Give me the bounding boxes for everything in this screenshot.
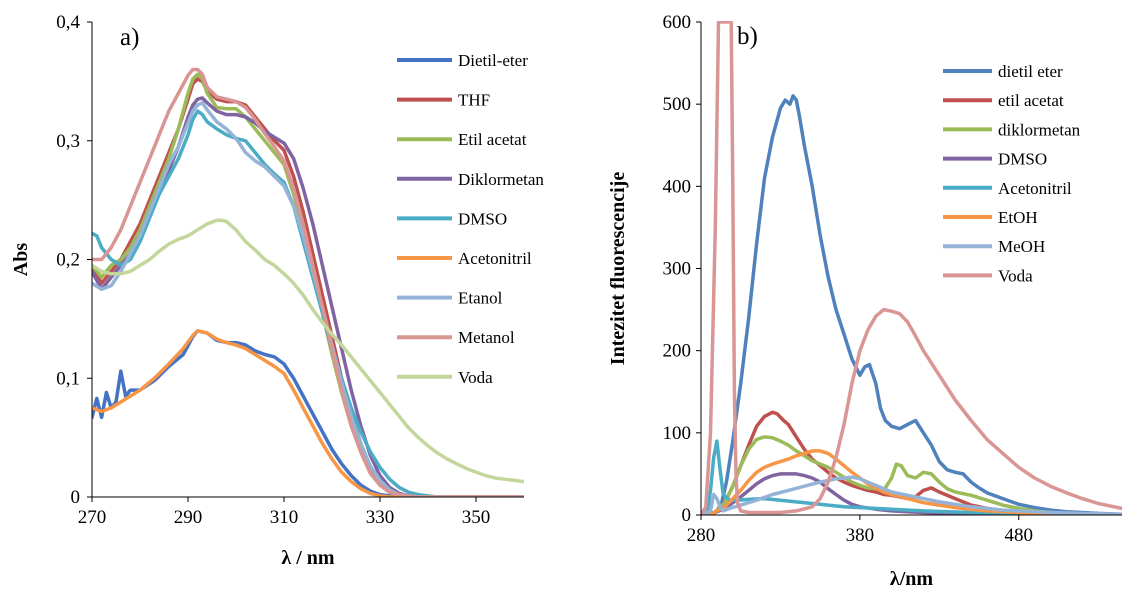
y-tick-label: 200 [663,341,692,362]
series-line-acetonitril [92,329,524,497]
series-line-dietil-eter [92,329,524,497]
legend: Dietil-eter THF Etil acetat Diklormetan DMSO… [397,51,544,387]
x-axis-title: λ/nm [890,568,934,590]
y-tick-label: 0 [71,487,81,508]
legend-label: Acetonitril [458,249,532,268]
y-tick-label: 300 [663,259,692,280]
legend-label: EtOH [998,208,1038,227]
y-tick-label: 0,2 [56,250,80,271]
legend-label: DMSO [998,150,1047,169]
legend-label: etil acetat [998,91,1064,110]
y-tick-label: 0,3 [56,131,80,152]
series-line-etoh [701,449,1122,515]
legend-label: THF [458,91,490,110]
y-tick-label: 0,4 [56,12,80,33]
legend-label: Etanol [458,289,503,308]
series-lines [92,67,524,497]
panel-b-fluorescence-chart: 0 100 200 300 400 500 600 280 380 480 λ/nm Intezite… [607,12,1122,590]
legend-label: Acetonitril [998,179,1072,198]
y-tick-label: 100 [663,423,692,444]
legend-label: MeOH [998,237,1045,256]
y-tick-label: 0 [682,505,692,526]
y-tick-label: 500 [663,94,692,115]
series-line-voda [701,21,1122,515]
x-tick-label: 310 [270,507,299,528]
series-line-diklormetan [701,435,1122,515]
series-line-acetonitril [701,439,1122,515]
y-tick-label: 0,1 [56,368,80,389]
series-line-metanol [92,67,524,497]
y-tick-label: 400 [663,176,692,197]
series-line-voda [92,218,524,484]
legend-label: DMSO [458,209,507,228]
series-line-dietil-eter [701,94,1122,515]
legend-label: Etil acetat [458,130,527,149]
legend-label: Dietil-eter [458,51,528,70]
legend: dietil eter etil acetat diklormetan DMSO Ace… [943,62,1081,285]
x-tick-label: 290 [174,507,203,528]
panel-a-absorbance-chart: 0 0,1 0,2 0,3 0,4 270 290 310 330 350 λ / nm Abs a) D… [10,12,544,569]
x-tick-label: 330 [366,507,395,528]
x-tick-label: 270 [78,507,107,528]
legend-label: Voda [458,368,493,387]
legend-label: Diklormetan [458,170,544,189]
legend-label: Voda [998,266,1033,285]
x-tick-label: 350 [462,507,491,528]
y-axis-title: Intezitet fluorescencije [607,172,629,366]
legend-label: Metanol [458,328,515,347]
x-tick-label: 480 [1004,525,1033,546]
series-lines [701,21,1122,515]
panel-label: b) [737,23,758,50]
panel-label: a) [120,24,139,51]
legend-label: diklormetan [998,120,1081,139]
x-tick-label: 380 [846,525,875,546]
x-tick-label: 280 [687,525,716,546]
x-axis-title: λ / nm [281,547,335,569]
series-line-meoh [701,475,1122,515]
y-axis-title: Abs [10,243,32,277]
y-tick-label: 600 [663,12,692,33]
legend-label: dietil eter [998,62,1063,81]
